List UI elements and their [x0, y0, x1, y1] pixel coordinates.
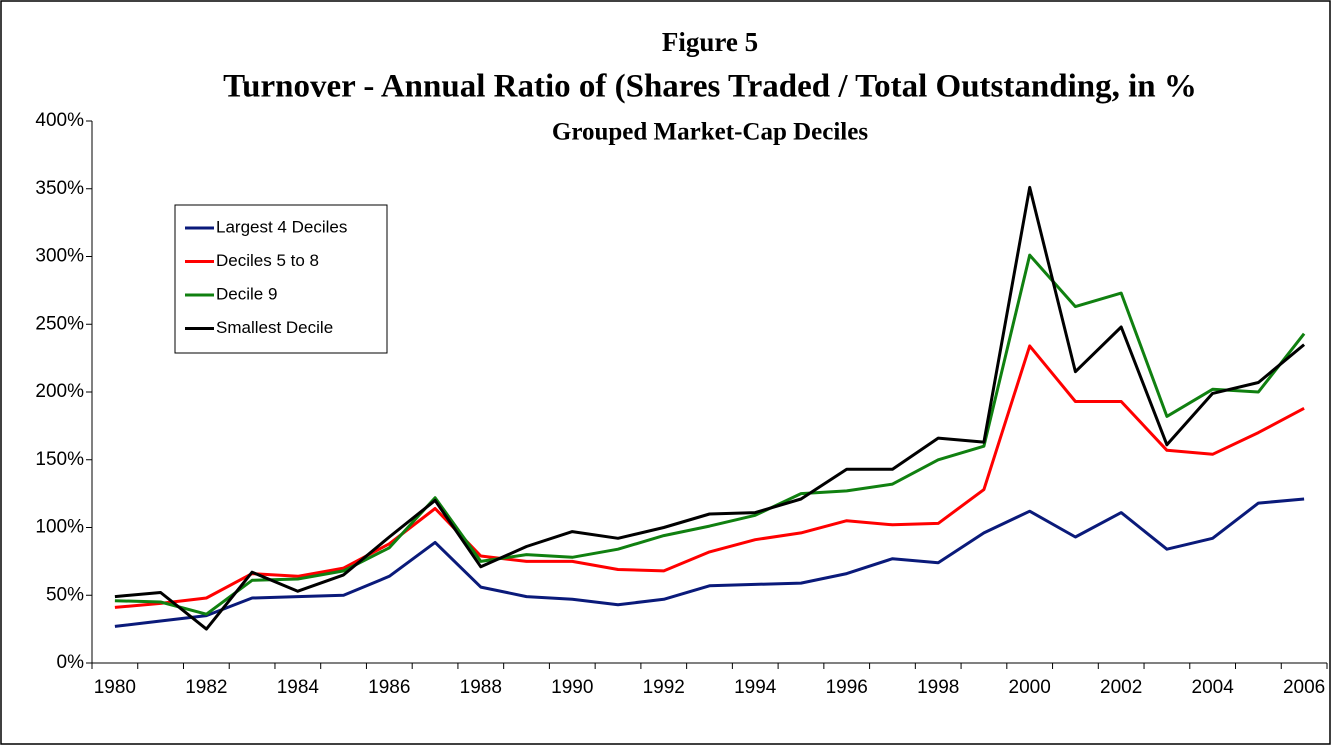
x-tick-label: 1994	[734, 677, 777, 698]
chart-subtitle: Turnover - Annual Ratio of (Shares Trade…	[223, 69, 1197, 105]
legend-label: Largest 4 Deciles	[216, 217, 347, 236]
series-line	[114, 185, 1306, 631]
x-tick-label: 1996	[826, 677, 868, 698]
y-tick-label: 0%	[57, 652, 85, 673]
series-line	[114, 344, 1305, 609]
y-tick-label: 250%	[35, 313, 84, 334]
legend-label: Deciles 5 to 8	[216, 251, 319, 270]
x-tick-label: 2006	[1283, 677, 1325, 698]
chart-subtitle: Grouped Market-Cap Deciles	[552, 119, 868, 146]
x-tick-label: 1982	[185, 677, 227, 698]
y-tick-label: 100%	[35, 517, 84, 538]
x-tick-label: 1998	[917, 677, 959, 698]
legend-label: Smallest Decile	[216, 318, 333, 337]
y-tick-label: 300%	[35, 246, 84, 267]
y-tick-label: 350%	[35, 178, 84, 199]
x-tick-label: 1990	[551, 677, 593, 698]
x-tick-label: 2000	[1009, 677, 1051, 698]
chart-title: Figure 5	[662, 27, 758, 57]
x-tick-label: 1986	[368, 677, 410, 698]
y-tick-label: 150%	[35, 449, 84, 470]
series-line	[114, 497, 1305, 628]
x-tick-label: 1980	[94, 677, 136, 698]
x-tick-label: 1984	[277, 677, 320, 698]
series-line	[114, 253, 1306, 616]
x-tick-label: 1988	[460, 677, 502, 698]
y-tick-label: 400%	[35, 110, 84, 131]
x-tick-label: 1992	[643, 677, 685, 698]
y-tick-label: 200%	[35, 381, 84, 402]
x-tick-label: 2002	[1100, 677, 1142, 698]
x-tick-label: 2004	[1192, 677, 1235, 698]
legend-label: Decile 9	[216, 284, 277, 303]
y-tick-label: 50%	[46, 584, 84, 605]
